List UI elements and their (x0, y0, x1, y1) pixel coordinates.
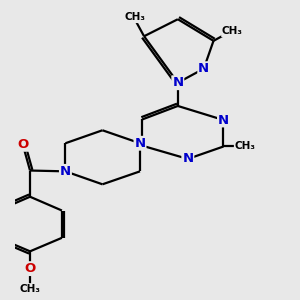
Text: N: N (172, 76, 183, 89)
Text: CH₃: CH₃ (20, 284, 40, 294)
Text: N: N (60, 165, 71, 178)
Text: N: N (134, 137, 146, 150)
Text: O: O (24, 262, 36, 275)
Text: CH₃: CH₃ (124, 12, 145, 22)
Text: O: O (17, 138, 28, 151)
Text: CH₃: CH₃ (222, 26, 243, 36)
Text: N: N (182, 152, 194, 165)
Text: N: N (218, 113, 229, 127)
Text: N: N (198, 62, 209, 75)
Text: CH₃: CH₃ (235, 142, 256, 152)
